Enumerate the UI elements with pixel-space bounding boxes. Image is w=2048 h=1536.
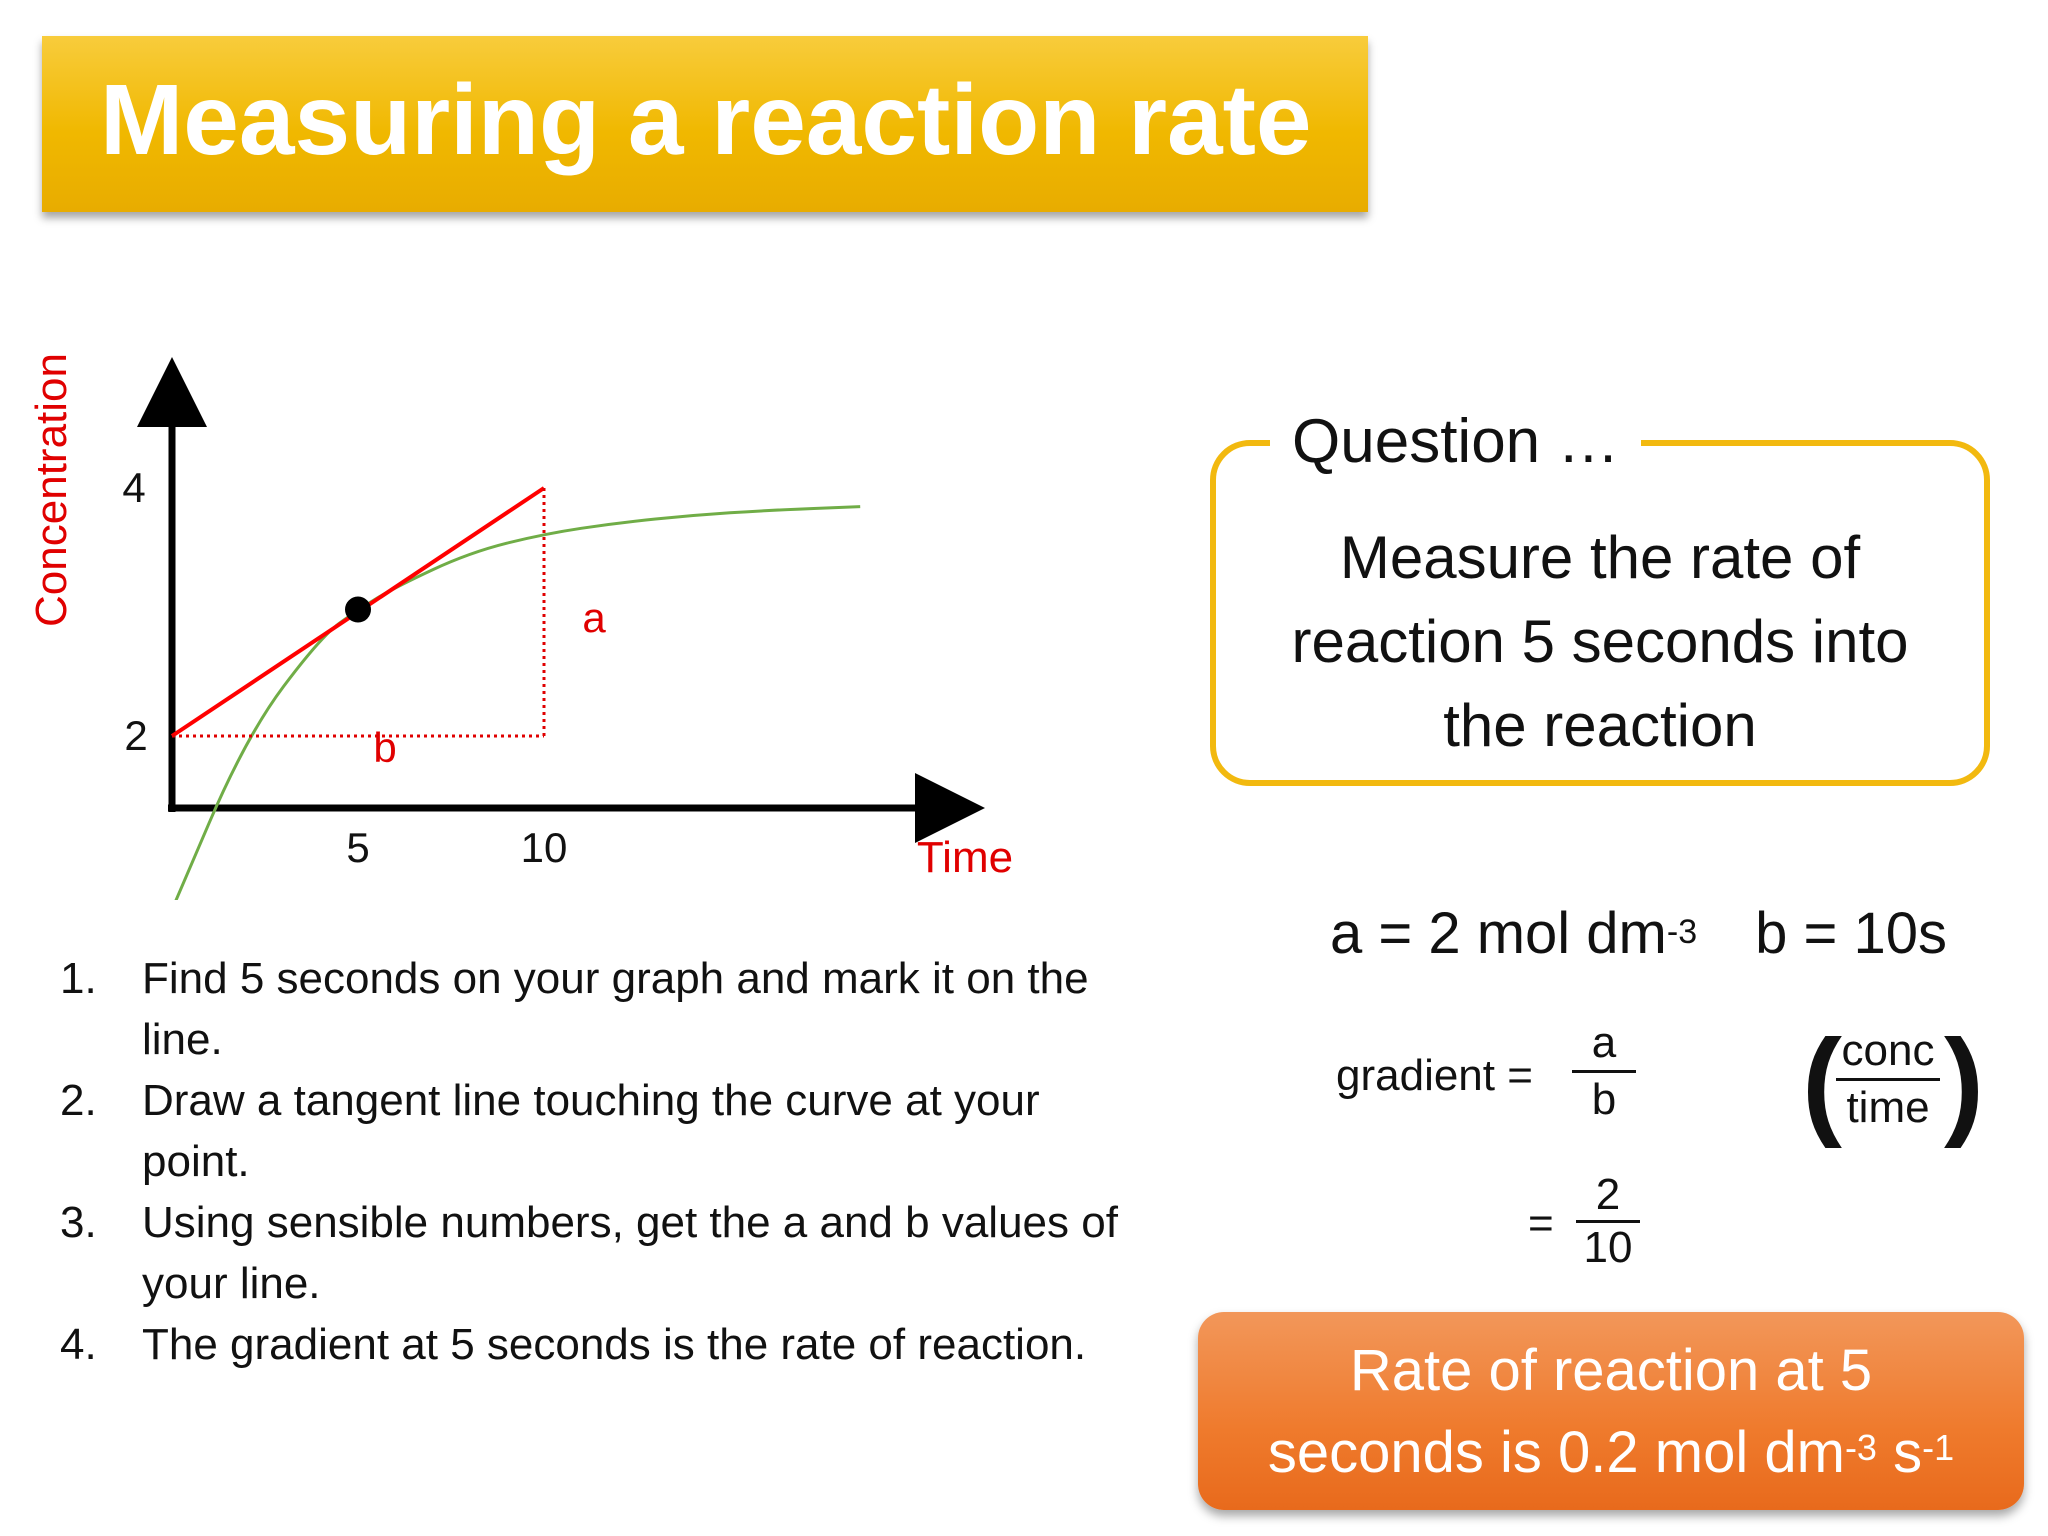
step-line: The gradient at 5 seconds is the rate of… — [142, 1320, 1087, 1369]
title-banner — [42, 36, 1368, 212]
result-value: seconds is 0.2 mol dm — [1267, 1420, 1845, 1485]
x-axis-label: Time — [917, 833, 1013, 882]
step-number: 1. — [60, 954, 97, 1003]
step-line: line. — [142, 1015, 223, 1064]
value-fraction: 2 10 — [1576, 1170, 1640, 1273]
x-tick-label: 10 — [521, 824, 568, 871]
step-line: Find 5 seconds on your graph and mark it… — [142, 954, 1089, 1003]
unit-paren-close: ) — [1944, 1015, 1984, 1149]
run-label-b: b — [373, 724, 396, 771]
y-axis-label: Concentration — [27, 353, 76, 627]
y-tick-label: 2 — [124, 712, 147, 759]
result-unit: s — [1876, 1420, 1923, 1485]
step-number: 4. — [60, 1320, 97, 1369]
result-line: seconds is 0.2 mol dm-3 s-1 — [1210, 1412, 2012, 1501]
gradient-label: gradient = — [1336, 1051, 1533, 1100]
unit-paren-open: ( — [1802, 1015, 1842, 1149]
question-text: Measure the rate of reaction 5 seconds i… — [1230, 516, 1970, 768]
question-label: Question … — [1270, 402, 1642, 482]
unit-fraction: conc time — [1836, 1024, 1940, 1135]
fraction-denominator: 10 — [1583, 1223, 1633, 1272]
fraction-denominator: b — [1591, 1075, 1617, 1124]
gradient-fraction: a b — [1572, 1016, 1636, 1127]
a-b-values: a = 2 mol dm-3 b = 10s — [1330, 896, 1947, 980]
result-line: Rate of reaction at 5 — [1349, 1338, 1873, 1403]
a-value: a = 2 mol dm — [1330, 901, 1667, 966]
equals-sign: = — [1528, 1199, 1554, 1248]
question-line: reaction 5 seconds into — [1291, 608, 1909, 675]
result-text: Rate of reaction at 5 seconds is 0.2 mol… — [1210, 1330, 2012, 1501]
y-tick-label: 4 — [122, 464, 145, 511]
question-line: the reaction — [1443, 692, 1757, 759]
step-number: 3. — [60, 1198, 97, 1247]
page-title: Measuring a reaction rate — [100, 64, 1312, 176]
result-exponent: -1 — [1922, 1427, 1955, 1468]
reaction-curve — [174, 505, 861, 900]
b-value: b = 10s — [1755, 901, 1947, 966]
instruction-list: 1. Find 5 seconds on your graph and mark… — [60, 948, 1190, 1375]
concentration-time-graph: Concentration Time 4 2 5 10 a b — [27, 353, 1013, 900]
list-item: 3. Using sensible numbers, get the a and… — [60, 1192, 1190, 1314]
step-line: Draw a tangent line touching the curve a… — [142, 1076, 1040, 1125]
x-tick-label: 5 — [346, 824, 369, 871]
fraction-numerator: 2 — [1595, 1170, 1621, 1219]
unit-numerator: conc — [1841, 1026, 1935, 1075]
result-exponent: -3 — [1844, 1427, 1877, 1468]
step-number: 2. — [60, 1076, 97, 1125]
tangent-point — [345, 596, 371, 623]
list-item: 4. The gradient at 5 seconds is the rate… — [60, 1314, 1190, 1375]
question-line: Measure the rate of — [1339, 524, 1861, 591]
result-box — [1198, 1312, 2024, 1510]
step-line: point. — [142, 1137, 250, 1186]
step-line: your line. — [142, 1259, 321, 1308]
unit-denominator: time — [1846, 1083, 1930, 1132]
rise-label-a: a — [582, 594, 606, 641]
step-line: Using sensible numbers, get the a and b … — [142, 1198, 1118, 1247]
a-exponent: -3 — [1666, 913, 1698, 951]
list-item: 1. Find 5 seconds on your graph and mark… — [60, 948, 1190, 1070]
list-item: 2. Draw a tangent line touching the curv… — [60, 1070, 1190, 1192]
fraction-numerator: a — [1591, 1018, 1617, 1067]
